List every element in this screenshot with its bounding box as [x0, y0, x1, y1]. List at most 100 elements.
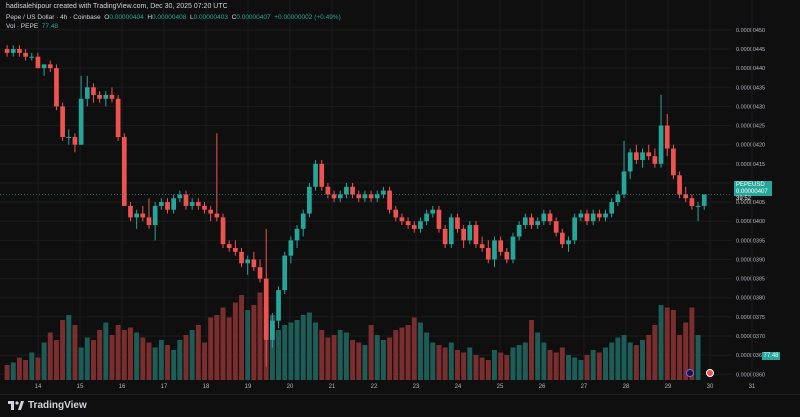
candle-body[interactable]	[689, 198, 695, 206]
candle-body[interactable]	[331, 194, 337, 199]
candle-body[interactable]	[91, 87, 96, 95]
candle-body[interactable]	[300, 213, 306, 229]
candle-body[interactable]	[516, 225, 522, 237]
candle-body[interactable]	[208, 209, 214, 214]
candle-body[interactable]	[263, 278, 269, 340]
candle-body[interactable]	[522, 217, 528, 226]
candle-body[interactable]	[664, 125, 670, 149]
candle-body[interactable]	[473, 225, 479, 245]
candle-body[interactable]	[393, 209, 399, 218]
candle-body[interactable]	[183, 194, 189, 206]
candle-body[interactable]	[307, 186, 312, 214]
candle-body[interactable]	[479, 244, 485, 248]
candle-body[interactable]	[294, 228, 300, 241]
candle-body[interactable]	[603, 213, 608, 218]
candle-body[interactable]	[140, 213, 146, 218]
candle-body[interactable]	[313, 163, 318, 187]
candle-body[interactable]	[701, 194, 707, 206]
candle-body[interactable]	[233, 248, 238, 252]
candle-body[interactable]	[424, 213, 429, 222]
candle-body[interactable]	[257, 267, 263, 279]
candle-body[interactable]	[430, 209, 436, 214]
candle-body[interactable]	[319, 163, 325, 187]
candle-body[interactable]	[146, 217, 152, 226]
candle-body[interactable]	[485, 248, 491, 260]
candle-body[interactable]	[559, 232, 565, 245]
candle-body[interactable]	[325, 186, 331, 195]
candle-body[interactable]	[387, 190, 392, 210]
candle-body[interactable]	[671, 148, 676, 176]
flag-marker-icon[interactable]	[706, 369, 714, 377]
candle-body[interactable]	[634, 152, 639, 160]
candle-body[interactable]	[47, 64, 53, 69]
candle-body[interactable]	[226, 244, 232, 248]
candle-body[interactable]	[276, 290, 281, 321]
candle-body[interactable]	[455, 217, 460, 229]
candle-body[interactable]	[405, 221, 411, 226]
candle-body[interactable]	[374, 194, 380, 199]
candle-body[interactable]	[245, 259, 251, 264]
candle-body[interactable]	[54, 68, 59, 107]
candle-body[interactable]	[282, 255, 288, 291]
candle-body[interactable]	[165, 202, 170, 210]
candle-body[interactable]	[615, 194, 621, 203]
candle-body[interactable]	[658, 125, 664, 164]
candle-body[interactable]	[152, 205, 158, 226]
candle-body[interactable]	[356, 194, 362, 199]
candle-body[interactable]	[78, 98, 84, 145]
candle-body[interactable]	[66, 137, 72, 139]
candle-body[interactable]	[553, 221, 559, 233]
candle-body[interactable]	[17, 49, 22, 53]
volume-label[interactable]: Vol · PEPE	[6, 23, 39, 30]
candle-body[interactable]	[115, 98, 121, 138]
candle-body[interactable]	[10, 49, 16, 53]
candle-body[interactable]	[418, 221, 423, 229]
candle-body[interactable]	[461, 228, 466, 241]
candle-body[interactable]	[121, 137, 127, 206]
candle-body[interactable]	[103, 94, 109, 99]
candle-body[interactable]	[195, 202, 201, 206]
candle-body[interactable]	[621, 171, 627, 195]
candle-body[interactable]	[251, 259, 257, 268]
candle-body[interactable]	[220, 217, 226, 245]
candle-body[interactable]	[652, 156, 658, 164]
candle-body[interactable]	[498, 240, 503, 252]
candle-body[interactable]	[381, 190, 386, 195]
candle-body[interactable]	[35, 56, 41, 69]
candle-body[interactable]	[288, 240, 294, 256]
candle-body[interactable]	[239, 251, 244, 264]
candle-body[interactable]	[578, 213, 584, 218]
candle-body[interactable]	[337, 194, 343, 199]
candle-body[interactable]	[572, 217, 578, 241]
candle-body[interactable]	[547, 213, 553, 222]
candle-body[interactable]	[128, 205, 133, 218]
symbol-label[interactable]: Pepe / US Dollar · 4h · Coinbase	[6, 14, 101, 21]
chart-area[interactable]: 0.00000450 0.00000445 0.00000440 0.00000435…	[0, 0, 800, 394]
candle-body[interactable]	[214, 213, 220, 218]
candle-body[interactable]	[29, 56, 35, 58]
candle-body[interactable]	[158, 202, 164, 206]
candle-body[interactable]	[362, 194, 368, 199]
candle-body[interactable]	[109, 94, 115, 99]
candle-body[interactable]	[646, 152, 652, 157]
candle-body[interactable]	[350, 186, 355, 195]
candle-body[interactable]	[640, 152, 645, 160]
candle-body[interactable]	[4, 49, 10, 53]
candle-body[interactable]	[436, 209, 442, 229]
candle-body[interactable]	[344, 186, 349, 195]
candle-body[interactable]	[492, 240, 497, 260]
candle-body[interactable]	[541, 213, 547, 222]
candle-body[interactable]	[609, 202, 615, 214]
candle-body[interactable]	[202, 205, 207, 210]
candle-body[interactable]	[97, 94, 102, 99]
candle-body[interactable]	[535, 221, 541, 226]
candle-body[interactable]	[134, 213, 139, 218]
candle-body[interactable]	[683, 194, 689, 199]
candle-body[interactable]	[189, 202, 195, 206]
candle-body[interactable]	[467, 225, 473, 241]
candle-body[interactable]	[41, 64, 47, 69]
candle-body[interactable]	[72, 137, 78, 145]
candle-body[interactable]	[411, 225, 417, 229]
event-marker-icon[interactable]	[686, 369, 694, 377]
candle-body[interactable]	[529, 217, 534, 226]
